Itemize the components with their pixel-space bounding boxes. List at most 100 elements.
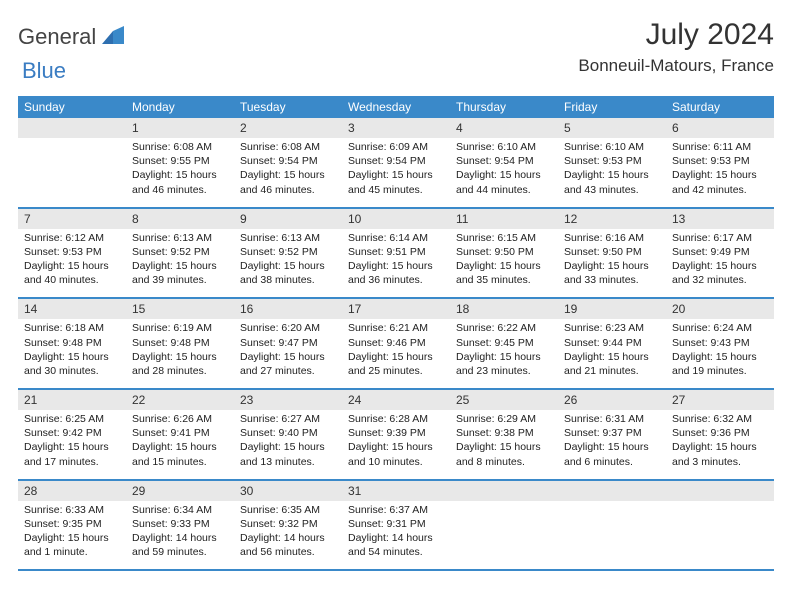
sunset-line: Sunset: 9:35 PM: [24, 517, 120, 531]
day-number: 31: [348, 484, 361, 498]
daylight-line: Daylight: 15 hours and 6 minutes.: [564, 440, 660, 468]
sunset-line: Sunset: 9:55 PM: [132, 154, 228, 168]
day-number: 21: [24, 393, 37, 407]
sunset-line: Sunset: 9:52 PM: [240, 245, 336, 259]
sunrise-line: Sunrise: 6:26 AM: [132, 412, 228, 426]
day-number-cell: 27: [666, 390, 774, 410]
daylight-line: Daylight: 15 hours and 28 minutes.: [132, 350, 228, 378]
day-info-cell: Sunrise: 6:19 AMSunset: 9:48 PMDaylight:…: [126, 319, 234, 388]
day-info-cell: Sunrise: 6:37 AMSunset: 9:31 PMDaylight:…: [342, 501, 450, 570]
daylight-line: Daylight: 15 hours and 46 minutes.: [240, 168, 336, 196]
day-number: 16: [240, 302, 253, 316]
day-info-cell: Sunrise: 6:08 AMSunset: 9:55 PMDaylight:…: [126, 138, 234, 207]
week-info-row: Sunrise: 6:12 AMSunset: 9:53 PMDaylight:…: [18, 229, 774, 300]
day-number-cell: 25: [450, 390, 558, 410]
sunset-line: Sunset: 9:48 PM: [24, 336, 120, 350]
day-info-cell: Sunrise: 6:13 AMSunset: 9:52 PMDaylight:…: [234, 229, 342, 298]
sunrise-line: Sunrise: 6:19 AM: [132, 321, 228, 335]
month-title: July 2024: [578, 18, 774, 52]
daylight-line: Daylight: 15 hours and 3 minutes.: [672, 440, 768, 468]
day-info-cell: Sunrise: 6:09 AMSunset: 9:54 PMDaylight:…: [342, 138, 450, 207]
sunset-line: Sunset: 9:38 PM: [456, 426, 552, 440]
day-info-cell: Sunrise: 6:11 AMSunset: 9:53 PMDaylight:…: [666, 138, 774, 207]
day-info-cell: Sunrise: 6:22 AMSunset: 9:45 PMDaylight:…: [450, 319, 558, 388]
daylight-line: Daylight: 14 hours and 59 minutes.: [132, 531, 228, 559]
day-info-cell: Sunrise: 6:16 AMSunset: 9:50 PMDaylight:…: [558, 229, 666, 298]
sunrise-line: Sunrise: 6:17 AM: [672, 231, 768, 245]
day-number-cell: 1: [126, 118, 234, 138]
day-number-cell: 28: [18, 481, 126, 501]
daylight-line: Daylight: 15 hours and 13 minutes.: [240, 440, 336, 468]
day-info-cell: Sunrise: 6:32 AMSunset: 9:36 PMDaylight:…: [666, 410, 774, 479]
week-info-row: Sunrise: 6:25 AMSunset: 9:42 PM Daylight:…: [18, 410, 774, 481]
day-number-cell: [18, 118, 126, 138]
weekday-header-row: Sunday Monday Tuesday Wednesday Thursday…: [18, 96, 774, 118]
day-number: 18: [456, 302, 469, 316]
day-number: 25: [456, 393, 469, 407]
week-daynum-row: 21222324252627: [18, 390, 774, 410]
day-number-cell: 14: [18, 299, 126, 319]
sunrise-line: Sunrise: 6:28 AM: [348, 412, 444, 426]
sunset-line: Sunset: 9:40 PM: [240, 426, 336, 440]
day-info-cell: Sunrise: 6:33 AMSunset: 9:35 PMDaylight:…: [18, 501, 126, 570]
logo-text-general: General: [18, 24, 96, 50]
daylight-line: Daylight: 15 hours and 27 minutes.: [240, 350, 336, 378]
day-number-cell: 6: [666, 118, 774, 138]
day-info-cell: Sunrise: 6:20 AMSunset: 9:47 PMDaylight:…: [234, 319, 342, 388]
sunrise-line: Sunrise: 6:14 AM: [348, 231, 444, 245]
day-number: 30: [240, 484, 253, 498]
day-info-cell: [558, 501, 666, 570]
daylight-line: Daylight: 15 hours and 40 minutes.: [24, 259, 120, 287]
day-info-cell: [18, 138, 126, 207]
sunrise-line: Sunrise: 6:09 AM: [348, 140, 444, 154]
day-number-cell: 30: [234, 481, 342, 501]
sunrise-line: Sunrise: 6:11 AM: [672, 140, 768, 154]
daylight-line: Daylight: 15 hours and 19 minutes.: [672, 350, 768, 378]
sunset-line: Sunset: 9:36 PM: [672, 426, 768, 440]
day-number: 27: [672, 393, 685, 407]
day-info-cell: Sunrise: 6:10 AMSunset: 9:53 PMDaylight:…: [558, 138, 666, 207]
sunrise-line: Sunrise: 6:10 AM: [456, 140, 552, 154]
day-info-cell: Sunrise: 6:08 AMSunset: 9:54 PMDaylight:…: [234, 138, 342, 207]
day-number-cell: 23: [234, 390, 342, 410]
sunrise-line: Sunrise: 6:37 AM: [348, 503, 444, 517]
day-info-cell: Sunrise: 6:29 AMSunset: 9:38 PMDaylight:…: [450, 410, 558, 479]
day-number: 20: [672, 302, 685, 316]
day-info-cell: Sunrise: 6:12 AMSunset: 9:53 PMDaylight:…: [18, 229, 126, 298]
day-number: 2: [240, 121, 247, 135]
sunset-line: Sunset: 9:53 PM: [24, 245, 120, 259]
sunset-line: Sunset: 9:42 PM: [24, 426, 120, 440]
weekday-monday: Monday: [126, 96, 234, 118]
daylight-line: Daylight: 15 hours and 25 minutes.: [348, 350, 444, 378]
sunrise-line: Sunrise: 6:24 AM: [672, 321, 768, 335]
daylight-line: Daylight: 15 hours and 32 minutes.: [672, 259, 768, 287]
day-number-cell: 15: [126, 299, 234, 319]
weeks-container: 123456Sunrise: 6:08 AMSunset: 9:55 PMDay…: [18, 118, 774, 571]
day-number-cell: 5: [558, 118, 666, 138]
sunrise-line: Sunrise: 6:20 AM: [240, 321, 336, 335]
day-number-cell: [666, 481, 774, 501]
sunrise-line: Sunrise: 6:25 AM: [24, 412, 120, 426]
day-number: 24: [348, 393, 361, 407]
weekday-sunday: Sunday: [18, 96, 126, 118]
daylight-line: Daylight: 15 hours and 44 minutes.: [456, 168, 552, 196]
daylight-line: Daylight: 15 hours and 8 minutes.: [456, 440, 552, 468]
day-info-cell: Sunrise: 6:28 AMSunset: 9:39 PMDaylight:…: [342, 410, 450, 479]
day-info-cell: Sunrise: 6:13 AMSunset: 9:52 PMDaylight:…: [126, 229, 234, 298]
day-number-cell: 10: [342, 209, 450, 229]
day-number: 26: [564, 393, 577, 407]
day-number: 6: [672, 121, 679, 135]
day-number-cell: [450, 481, 558, 501]
day-info-cell: [666, 501, 774, 570]
day-number-cell: 12: [558, 209, 666, 229]
daylight-line: Daylight: 14 hours and 54 minutes.: [348, 531, 444, 559]
day-number: 17: [348, 302, 361, 316]
sunrise-line: Sunrise: 6:23 AM: [564, 321, 660, 335]
week-info-row: Sunrise: 6:08 AM Sunset: 9:55 PM Daylight:…: [18, 138, 774, 209]
day-number: 3: [348, 121, 355, 135]
daylight-line: Daylight: 15 hours and 30 minutes.: [24, 350, 120, 378]
sunrise-line: Sunrise: 6:08 AM: [240, 140, 336, 154]
calendar-grid: Sunday Monday Tuesday Wednesday Thursday…: [18, 96, 774, 571]
day-number: 15: [132, 302, 145, 316]
daylight-line: Daylight: 15 hours and 39 minutes.: [132, 259, 228, 287]
